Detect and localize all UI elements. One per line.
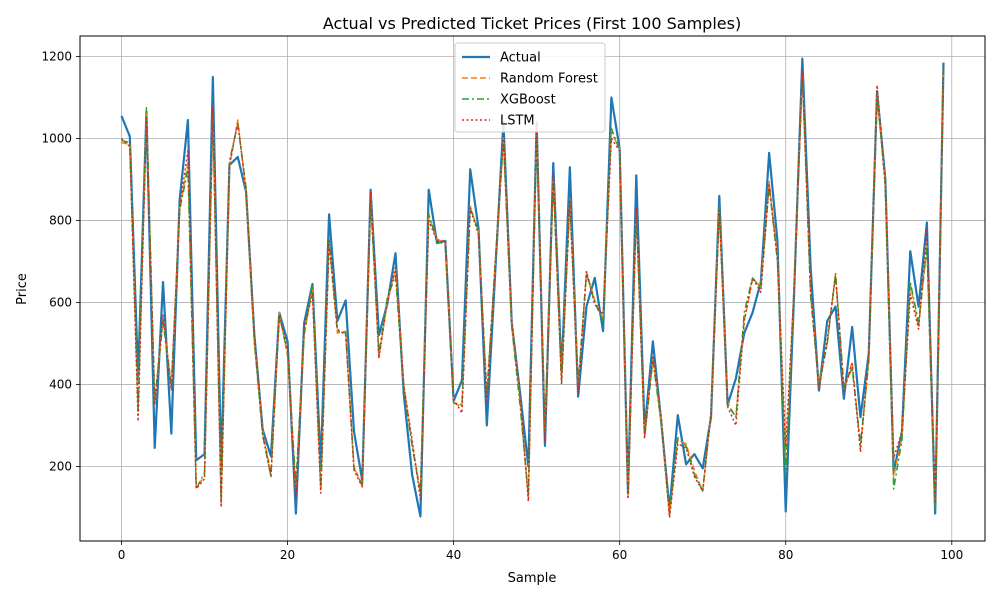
x-tick-label: 0	[118, 548, 126, 562]
y-tick-label: 200	[49, 459, 72, 473]
series-layer	[120, 57, 945, 519]
x-tick-label: 100	[940, 548, 963, 562]
y-axis-label: Price	[15, 273, 30, 305]
legend-label-series-xgboost: XGBoost	[500, 93, 556, 108]
x-tick-label: 20	[280, 548, 295, 562]
x-axis-label: Sample	[508, 571, 557, 586]
plot-frame	[79, 35, 986, 542]
series-line-lstm	[120, 66, 945, 519]
y-tick-label: 600	[49, 295, 72, 309]
x-tick-label: 40	[446, 548, 461, 562]
y-tick-label: 1000	[41, 131, 72, 145]
y-tick-label: 800	[49, 213, 72, 227]
y-tick-label: 1200	[41, 49, 72, 63]
legend: Actual Random Forest XGBoost LSTM	[454, 42, 606, 133]
legend-box	[454, 42, 606, 133]
legend-label-series-random-forest: Random Forest	[500, 72, 598, 87]
chart-title: Actual vs Predicted Ticket Prices (First…	[323, 14, 741, 33]
y-tick-label: 400	[49, 377, 72, 391]
x-tick-label: 80	[778, 548, 793, 562]
legend-label-series-lstm: LSTM	[500, 114, 535, 129]
axis-ticks: 0 20 40 60 80 100 200 400 600 800 1000 1200	[41, 49, 963, 562]
grid	[80, 36, 985, 541]
x-tick-label: 60	[612, 548, 627, 562]
legend-label-series-actual: Actual	[500, 51, 541, 66]
